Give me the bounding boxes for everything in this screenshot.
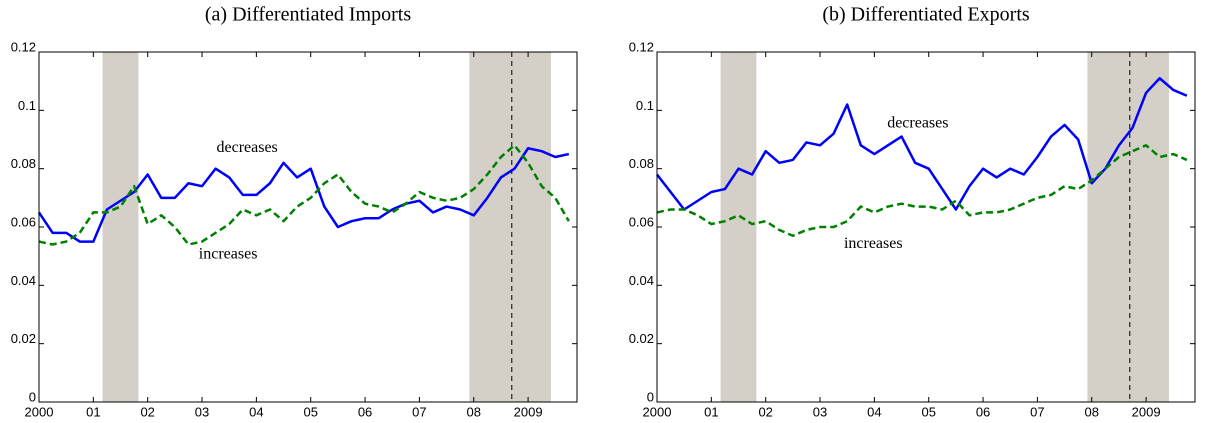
x-tick-label: 2009 [1132,404,1161,419]
shaded-period [1087,52,1169,402]
x-tick-label: 05 [921,404,935,419]
x-tick-label: 02 [758,404,772,419]
y-tick-label: 0 [647,389,654,404]
annotation: increases [844,235,903,252]
x-tick-label: 2009 [514,404,543,419]
x-tick-label: 05 [303,404,317,419]
y-tick-label: 0.06 [11,214,36,229]
y-tick-label: 0.02 [629,331,654,346]
y-tick-label: 0.12 [629,39,654,54]
series-line [38,144,570,246]
x-tick-label: 04 [249,404,263,419]
x-tick-label: 06 [358,404,372,419]
annotation: increases [199,245,258,262]
series-line [37,147,570,243]
x-tick-label: 01 [704,404,718,419]
x-tick-label: 08 [467,404,481,419]
y-tick-label: 0 [29,389,36,404]
x-tick-label: 04 [867,404,881,419]
series-line [656,144,1188,237]
x-tick-label: 08 [1085,404,1099,419]
y-tick-label: 0.04 [629,273,654,288]
y-tick-label: 0.06 [629,214,654,229]
y-tick-label: 0.1 [636,98,654,113]
y-tick-label: 0.08 [629,156,654,171]
x-tick-label: 03 [195,404,209,419]
x-tick-label: 01 [86,404,100,419]
x-tick-label: 2000 [25,404,54,419]
shaded-period [469,52,551,402]
y-tick-label: 0.04 [11,273,36,288]
annotation: decreases [887,115,948,132]
x-tick-label: 03 [813,404,827,419]
x-tick-label: 07 [412,404,426,419]
chart-title: (a) Differentiated Imports [205,4,411,26]
chart-title: (b) Differentiated Exports [822,4,1030,26]
shaded-period [102,52,139,402]
y-tick-label: 0.02 [11,331,36,346]
x-tick-label: 06 [976,404,990,419]
y-tick-label: 0.08 [11,156,36,171]
x-tick-label: 02 [140,404,154,419]
x-tick-label: 2000 [643,404,672,419]
y-tick-label: 0.1 [18,98,36,113]
y-tick-label: 0.12 [11,39,36,54]
annotation: decreases [216,139,277,156]
shaded-period [720,52,757,402]
x-tick-label: 07 [1030,404,1044,419]
